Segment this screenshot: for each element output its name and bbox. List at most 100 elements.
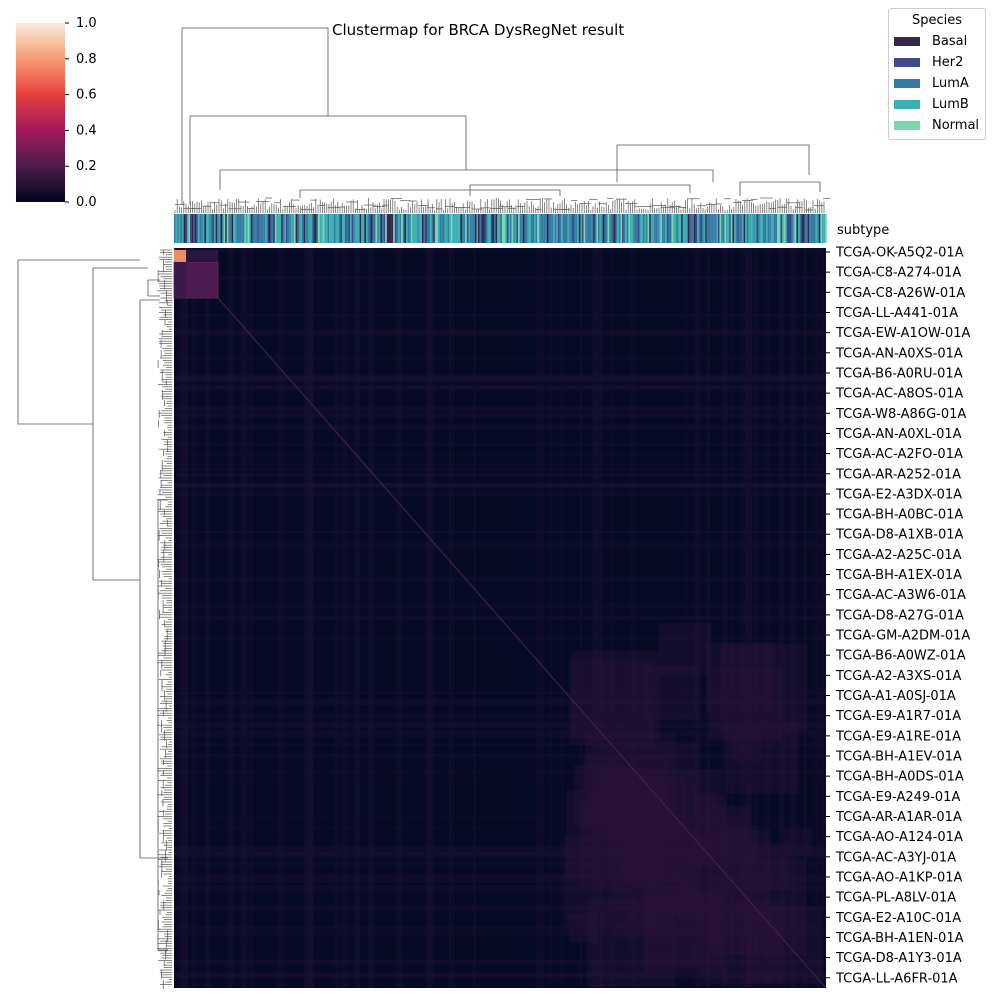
subtype-cell — [174, 214, 176, 243]
heatmap-cluster-block — [569, 660, 655, 746]
heatmap-cluster-block — [641, 865, 693, 918]
subtype-cell — [550, 214, 552, 243]
subtype-cell — [300, 214, 303, 243]
subtype-cell — [412, 214, 415, 243]
row-label: TCGA-AN-A0XS-01A — [835, 346, 963, 361]
subtype-cell — [802, 214, 805, 243]
subtype-cell — [358, 214, 360, 243]
heatmap-row-band — [174, 409, 826, 417]
subtype-cell — [692, 214, 695, 243]
subtype-cell — [326, 214, 328, 243]
subtype-cell — [372, 214, 375, 243]
subtype-cell — [346, 214, 349, 243]
subtype-cell — [820, 214, 823, 243]
subtype-cell — [319, 214, 322, 243]
heatmap-column-band — [473, 248, 476, 988]
subtype-cell — [790, 214, 792, 243]
subtype-cell — [321, 214, 323, 243]
subtype-cell — [750, 214, 752, 243]
heatmap-column-band — [549, 248, 553, 988]
legend-item-luma: LumA — [889, 73, 985, 94]
subtype-cell — [714, 214, 717, 243]
heatmap-row-band — [174, 384, 826, 389]
subtype-cell — [682, 214, 685, 243]
subtype-cell — [350, 214, 352, 243]
heatmap-row-band — [174, 729, 826, 735]
heatmap-column-band — [282, 248, 286, 988]
subtype-cell — [279, 214, 282, 243]
subtype-cell — [303, 214, 306, 243]
subtype-cell — [217, 214, 219, 243]
subtype-cell — [370, 214, 373, 243]
subtype-cell — [542, 214, 544, 243]
row-label: TCGA-PL-A8LV-01A — [835, 891, 956, 906]
subtype-cell — [402, 214, 405, 243]
row-label: TCGA-EW-A1OW-01A — [835, 326, 971, 341]
subtype-cell — [591, 214, 594, 243]
subtype-cell — [785, 214, 787, 243]
subtype-cell — [276, 214, 279, 243]
subtype-cell — [388, 214, 391, 243]
subtype-cell — [729, 214, 731, 243]
heatmap-row-band — [174, 876, 826, 884]
subtype-cell — [641, 214, 643, 243]
subtype-cell — [532, 214, 535, 243]
subtype-cell — [186, 214, 189, 243]
subtype-cell — [436, 214, 439, 243]
subtype-cell — [249, 214, 251, 243]
subtype-cell — [206, 214, 208, 243]
heatmap-column-band — [790, 248, 797, 988]
subtype-cell — [382, 214, 384, 243]
subtype-cell — [540, 214, 543, 243]
heatmap-cluster-block — [571, 650, 660, 739]
subtype-cell — [556, 214, 559, 243]
heatmap-row-band — [174, 473, 826, 477]
heatmap-row-band — [174, 851, 826, 856]
subtype-cell — [686, 214, 688, 243]
heatmap-column-band — [241, 248, 247, 988]
subtype-cell — [178, 214, 181, 243]
subtype-cell — [585, 214, 587, 243]
subtype-cell — [180, 214, 183, 243]
subtype-cell — [362, 214, 365, 243]
subtype-cell — [558, 214, 560, 243]
row-label: TCGA-OK-A5Q2-01A — [835, 246, 964, 261]
heatmap-cluster-block — [708, 858, 806, 956]
subtype-cell — [473, 214, 475, 243]
row-label: TCGA-AR-A252-01A — [835, 467, 961, 482]
heatmap-column-band — [598, 248, 603, 988]
subtype-cell — [455, 214, 458, 243]
subtype-cell — [767, 214, 770, 243]
heatmap-column-band — [227, 248, 234, 988]
heatmap-column-band — [180, 248, 188, 988]
subtype-cell — [298, 214, 301, 243]
subtype-cell — [737, 214, 739, 243]
heatmap-row-band — [174, 712, 826, 719]
heatmap-column-band — [428, 248, 434, 988]
subtype-cell — [255, 214, 258, 243]
subtype-cell — [209, 214, 211, 243]
subtype-cell — [583, 214, 586, 243]
heatmap-cluster-block — [719, 826, 757, 863]
heatmap-column-band — [695, 248, 702, 988]
subtype-cell — [594, 214, 597, 243]
legend-item-lumb: LumB — [889, 94, 985, 115]
subtype-cell — [433, 214, 435, 243]
heatmap-column-band — [741, 248, 748, 988]
subtype-cell — [665, 214, 667, 243]
heatmap-column-band — [276, 248, 283, 988]
subtype-cell — [524, 214, 527, 243]
row-label: TCGA-AC-A3W6-01A — [835, 588, 966, 603]
subtype-cell — [711, 214, 714, 243]
heatmap-column-band — [204, 248, 211, 988]
row-dendrogram — [17, 249, 172, 990]
subtype-cell — [286, 214, 288, 243]
heatmap-row-band — [174, 467, 826, 471]
subtype-cell — [426, 214, 429, 243]
heatmap-cluster-block — [568, 912, 598, 942]
subtype-cell — [236, 214, 239, 243]
row-label: TCGA-BH-A0BC-01A — [835, 508, 963, 523]
subtype-cell — [199, 214, 202, 243]
subtype-cell — [620, 214, 623, 243]
